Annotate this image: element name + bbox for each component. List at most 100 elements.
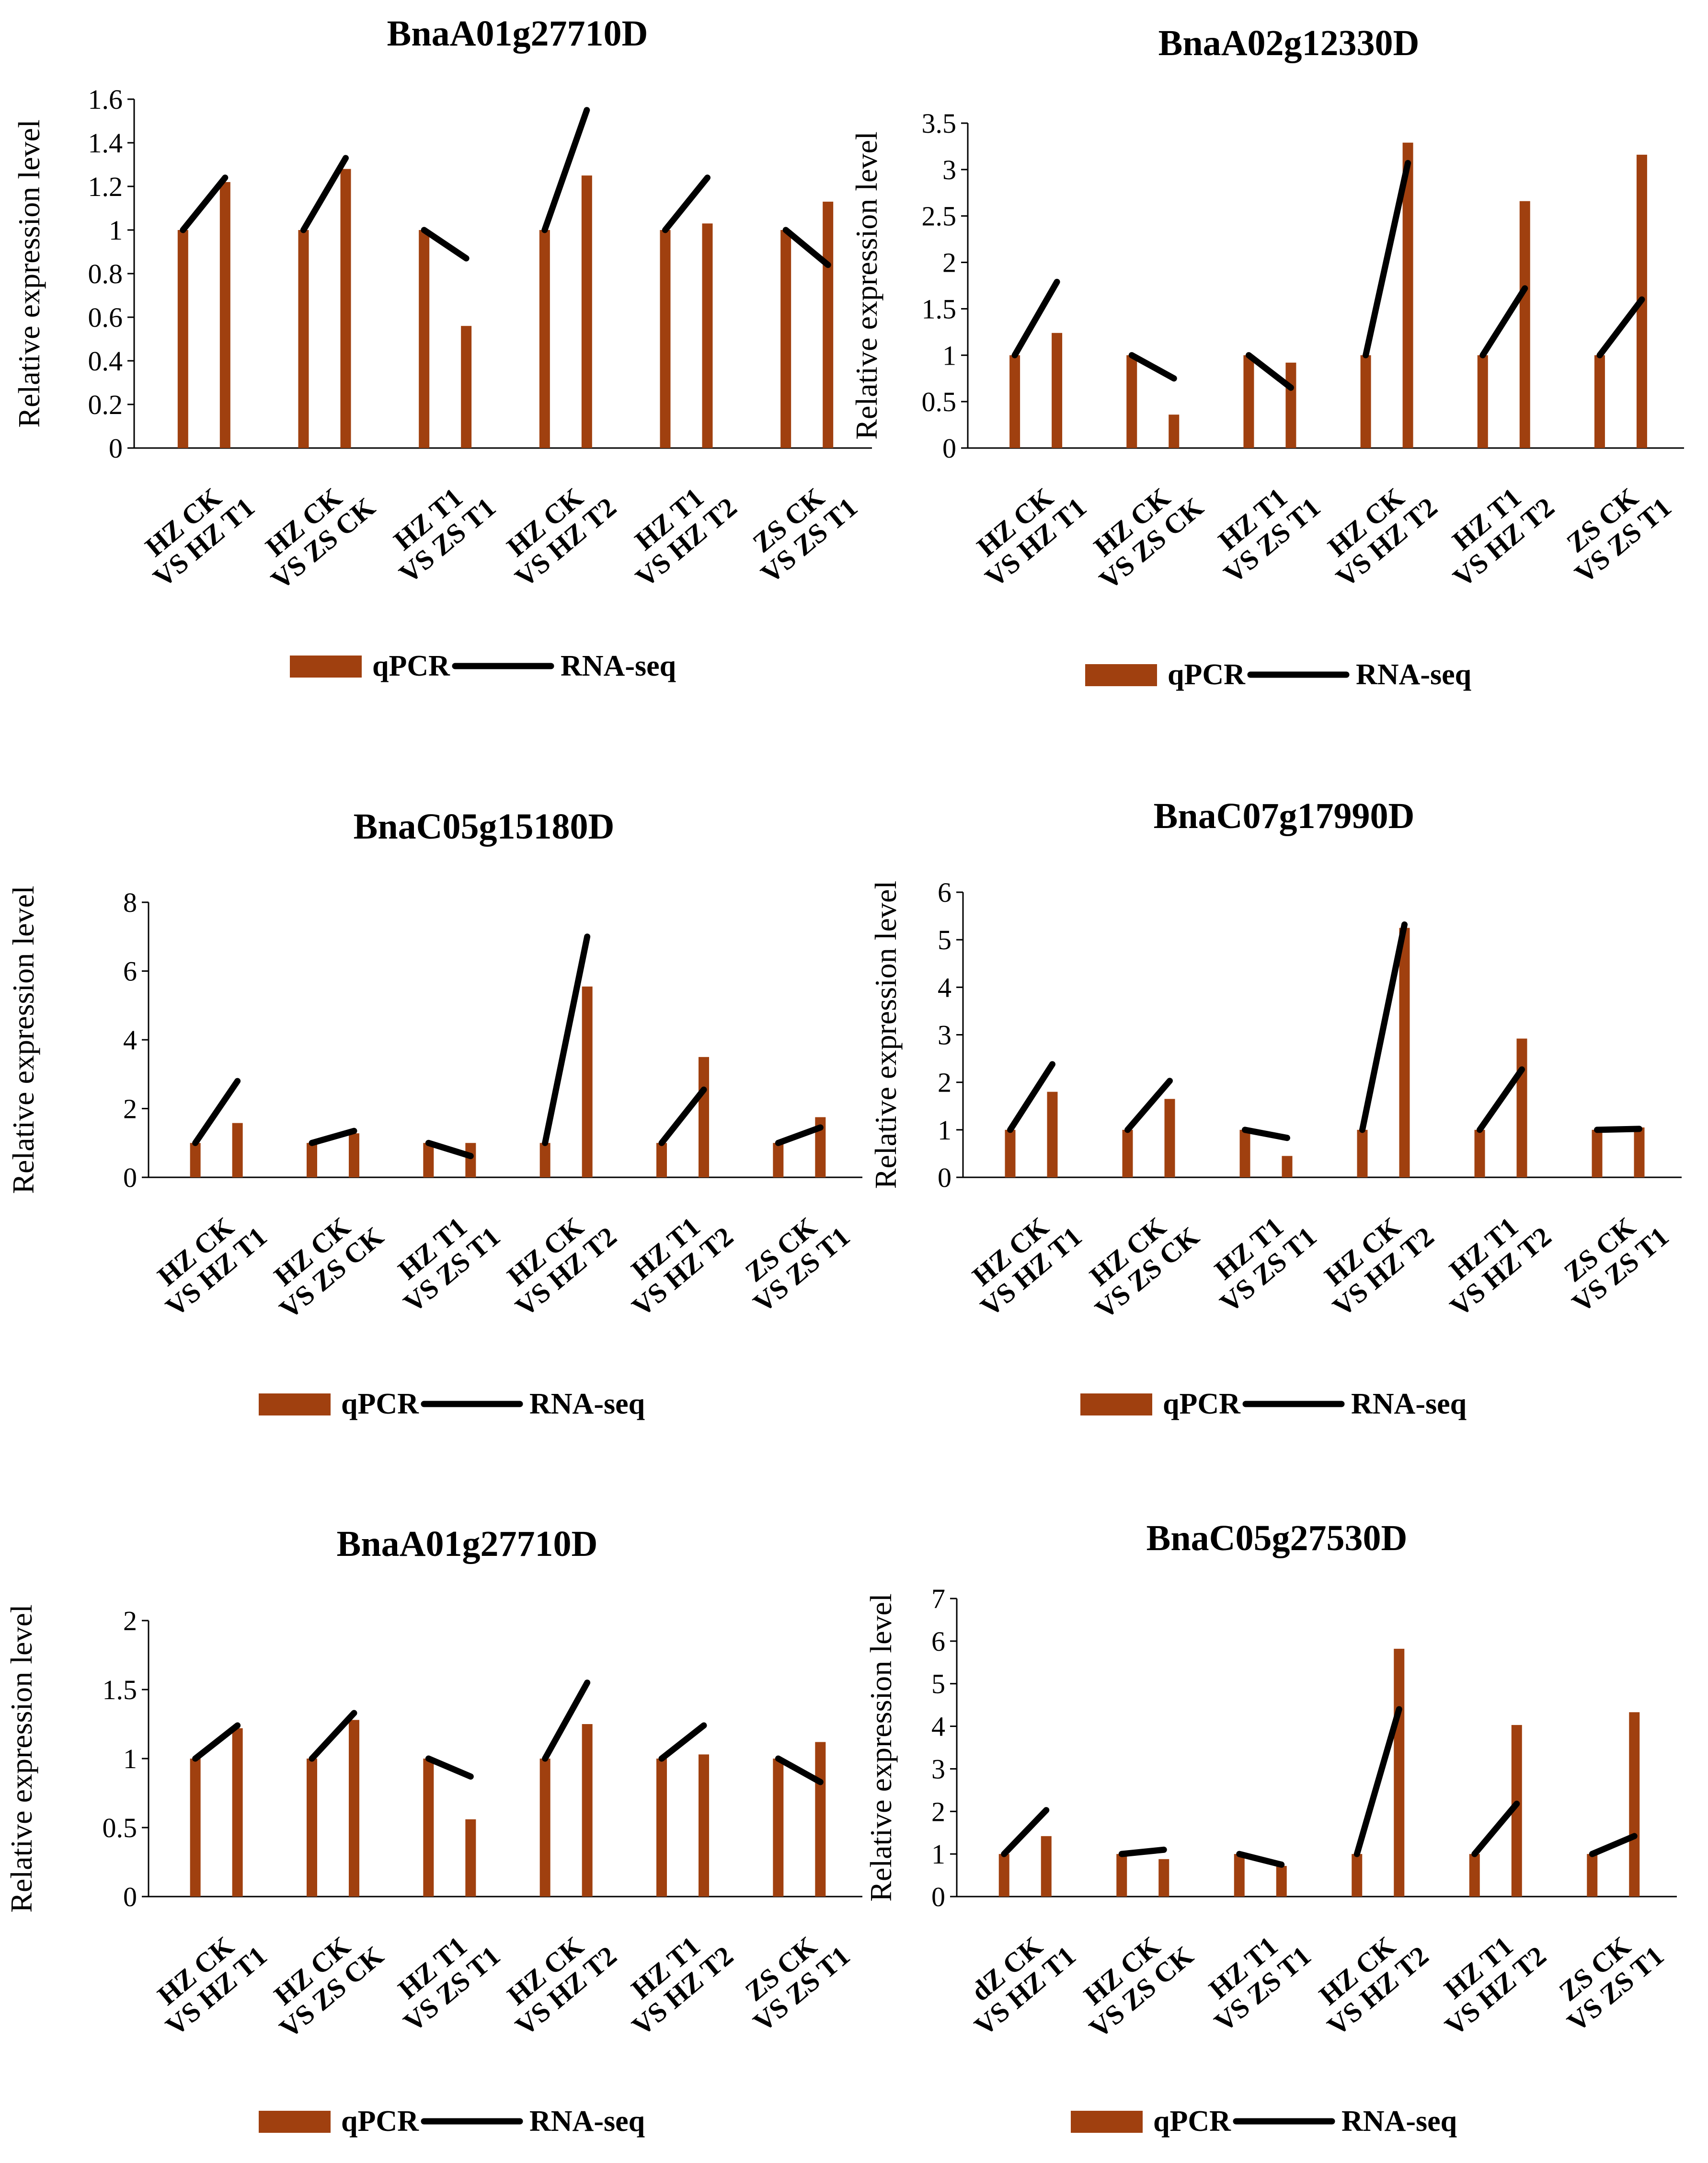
qpcr-bar — [1360, 355, 1371, 448]
y-tick-label: 2 — [938, 1067, 951, 1098]
qpcr-bar — [1477, 355, 1488, 448]
y-tick-label: 0.5 — [922, 386, 957, 417]
rnaseq-line — [180, 174, 229, 233]
qpcr-bar — [773, 1143, 784, 1177]
y-axis-label: Relative expression level — [6, 886, 40, 1194]
x-tick-label: HZ CKVS ZS CK — [247, 469, 381, 596]
qpcr-bar — [1126, 355, 1137, 448]
legend-qpcr-swatch — [1085, 664, 1157, 686]
y-tick-label: 1 — [123, 1743, 137, 1774]
y-tick-label: 7 — [931, 1583, 945, 1614]
rnaseq-line — [1471, 1800, 1520, 1857]
y-tick-label: 8 — [123, 887, 137, 918]
rnaseq-line — [425, 1755, 474, 1780]
qpcr-bar — [423, 1759, 434, 1897]
rnaseq-line — [1477, 1066, 1525, 1133]
qpcr-bar — [1629, 1712, 1640, 1897]
rnaseq-line — [1242, 1127, 1290, 1141]
x-tick-label: HZ CKVS HZ T2 — [1303, 1918, 1434, 2042]
qpcr-bar — [815, 1742, 826, 1897]
rnaseq-line — [425, 1139, 474, 1160]
x-tick-label: ZS CKVS ZS T1 — [729, 1918, 856, 2037]
rnaseq-line — [421, 227, 470, 262]
qpcr-bar — [815, 1117, 826, 1177]
qpcr-bar — [232, 1728, 243, 1897]
x-tick-label: HZ T1VS HZ T2 — [1429, 469, 1560, 593]
legend-qpcr-swatch — [290, 656, 362, 678]
chart-panel-2: BnaA02g12330D Relative expression level 0 0… — [849, 23, 1684, 691]
rnaseq-line — [300, 155, 349, 233]
y-tick-label: 1 — [938, 1115, 951, 1146]
qpcr-bar — [1158, 1859, 1169, 1897]
y-tick-label: 2 — [931, 1796, 945, 1827]
qpcr-bar — [1352, 1854, 1363, 1897]
y-tick-label: 4 — [123, 1024, 137, 1056]
x-tick-label: HZ CKVS HZ T1 — [956, 1198, 1088, 1323]
qpcr-bar — [1041, 1836, 1052, 1897]
qpcr-bar — [656, 1143, 667, 1177]
x-tick-label: HZ CKVS HZ T1 — [961, 469, 1092, 593]
rnaseq-line — [1245, 352, 1294, 391]
y-tick-label: 1.2 — [88, 171, 123, 202]
x-tick-label: HZ CKVS HZ T1 — [141, 1198, 273, 1323]
y-tick-label: 0.5 — [103, 1812, 138, 1843]
y-tick-label: 3 — [942, 154, 956, 185]
legend-qpcr-swatch — [1071, 2111, 1143, 2133]
x-tick-label: HZ CKVS HZ T1 — [129, 469, 261, 593]
qpcr-bar — [1276, 1866, 1287, 1897]
rnaseq-line — [1011, 278, 1060, 358]
legend-rnaseq-label: RNA-seq — [1351, 1388, 1467, 1420]
rnaseq-line — [1124, 1078, 1173, 1133]
x-tick-label: ZS CKVS ZS T1 — [736, 469, 863, 589]
rnaseq-line — [1363, 160, 1411, 358]
legend-qpcr-label: qPCR — [372, 650, 450, 682]
qpcr-bar — [1469, 1854, 1480, 1897]
qpcr-bar — [177, 230, 188, 448]
qpcr-bar — [1122, 1129, 1133, 1177]
qpcr-bar — [1511, 1725, 1522, 1897]
qpcr-bar — [660, 230, 671, 448]
y-tick-label: 0.2 — [88, 389, 123, 420]
legend-qpcr-label: qPCR — [341, 1388, 419, 1420]
legend-qpcr-label: qPCR — [1168, 658, 1246, 691]
qpcr-bar — [190, 1759, 201, 1897]
y-tick-label: 0.6 — [88, 302, 123, 333]
legend-qpcr-label: qPCR — [1163, 1388, 1241, 1420]
x-tick-label: HZ T1VS ZS T1 — [379, 1198, 506, 1318]
y-tick-label: 0 — [931, 1881, 945, 1912]
y-tick-label: 1 — [931, 1839, 945, 1870]
y-tick-label: 1.5 — [103, 1674, 138, 1705]
qpcr-bar — [702, 223, 713, 448]
qpcr-bar — [582, 986, 593, 1177]
x-tick-label: HZ CKVS ZS CK — [1075, 469, 1209, 596]
rnaseq-line — [192, 1078, 241, 1146]
qpcr-bar — [1169, 414, 1180, 448]
qpcr-bar — [539, 230, 550, 448]
x-tick-label: HZ T1VS ZS T1 — [375, 469, 502, 589]
chart-title: BnaC07g17990D — [1154, 796, 1415, 836]
rnaseq-line — [775, 1124, 824, 1146]
legend-rnaseq-label: RNA-seq — [561, 650, 676, 682]
chart-title: BnaA01g27710D — [337, 1524, 598, 1564]
y-axis-label: Relative expression level — [869, 881, 903, 1189]
qpcr-bar — [1164, 1099, 1175, 1177]
y-tick-label: 0 — [942, 433, 956, 464]
y-tick-label: 1.4 — [88, 127, 123, 159]
qpcr-bar — [340, 169, 351, 449]
chart-legend: qPCR RNA-seq — [1071, 2105, 1457, 2138]
qpcr-bar — [823, 201, 834, 449]
legend-qpcr-swatch — [259, 1393, 331, 1415]
y-tick-label: 4 — [938, 972, 951, 1003]
y-tick-label: 0 — [123, 1162, 137, 1193]
y-tick-label: 2 — [123, 1605, 137, 1636]
qpcr-bar — [780, 230, 791, 448]
legend-rnaseq-label: RNA-seq — [529, 2105, 645, 2138]
qpcr-bar — [307, 1143, 317, 1177]
qpcr-bar — [1052, 333, 1063, 448]
y-tick-label: 5 — [931, 1668, 945, 1700]
chart-panel-5: BnaA01g27710D Relative expression level 0 0… — [4, 1524, 862, 2138]
chart-panel-4: BnaC07g17990D Relative expression level 0 1… — [869, 796, 1682, 1420]
x-tick-label: HZ T1VS ZS T1 — [1195, 1198, 1322, 1318]
chart-legend: qPCR RNA-seq — [259, 2105, 645, 2138]
